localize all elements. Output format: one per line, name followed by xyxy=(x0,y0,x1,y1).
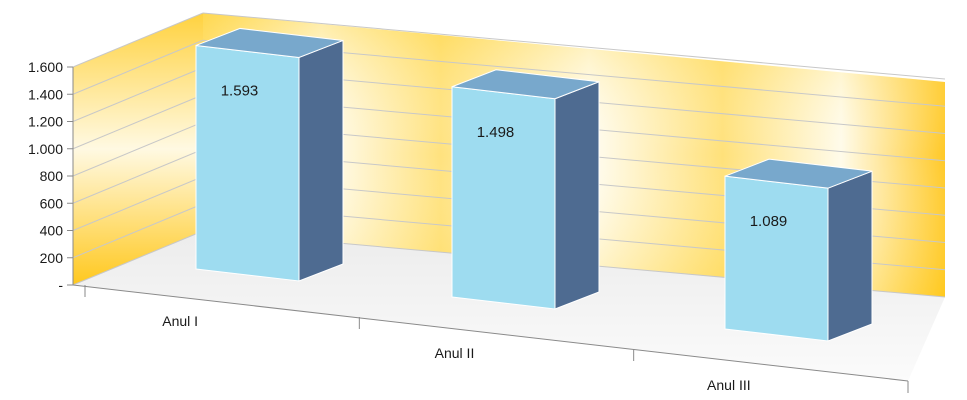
bar-3: 1.089 xyxy=(724,158,873,342)
gridline-side xyxy=(72,176,204,231)
y-tick-label: 600 xyxy=(40,195,64,211)
bar-data-label: 1.593 xyxy=(221,82,259,99)
y-tick-label: 800 xyxy=(40,168,64,184)
bar-side-face xyxy=(298,39,344,282)
bar-front-face xyxy=(451,86,556,310)
x-category-label: Anul III xyxy=(707,377,751,393)
gridline-side xyxy=(72,39,204,95)
y-tick-label: 200 xyxy=(40,250,64,266)
x-category-label: Anul I xyxy=(162,313,198,329)
bar-1: 1.593 xyxy=(195,27,344,282)
bar-data-label: 1.498 xyxy=(477,124,515,141)
gridline-back xyxy=(202,12,946,80)
gridline-side xyxy=(72,203,204,259)
y-tick-label: 400 xyxy=(40,223,64,239)
gridline-side xyxy=(72,67,204,122)
gridline-side xyxy=(72,12,204,68)
bar-front-face xyxy=(724,175,829,342)
bar-side-face xyxy=(554,81,600,310)
y-tick-label: 1.000 xyxy=(28,141,63,157)
y-axis: - 200 400 600 800 1.000 1.200 1.400 1.600 xyxy=(28,59,74,293)
gridline-side xyxy=(72,230,204,286)
gridline-side xyxy=(72,94,204,150)
bar-side-face xyxy=(827,170,873,342)
bar-top-face xyxy=(451,69,600,100)
gridline-side xyxy=(72,148,204,204)
bar-2: 1.498 xyxy=(451,69,600,310)
y-tick-label: 1.200 xyxy=(28,114,63,130)
y-tick-label: 1.600 xyxy=(28,59,63,75)
x-category-label: Anul II xyxy=(435,345,475,361)
gridline-side xyxy=(72,121,204,177)
x-axis: Anul I Anul II Anul III xyxy=(72,284,909,393)
y-tick-label: - xyxy=(58,277,63,293)
bar-top-face xyxy=(195,27,344,58)
bar-front-face xyxy=(195,44,300,282)
bar-top-face xyxy=(724,158,873,189)
bar-data-label: 1.089 xyxy=(750,213,788,230)
y-tick-label: 1.400 xyxy=(28,86,63,102)
bars: 1.593 1.498 1.089 xyxy=(195,27,873,342)
x-axis-line xyxy=(72,284,909,382)
